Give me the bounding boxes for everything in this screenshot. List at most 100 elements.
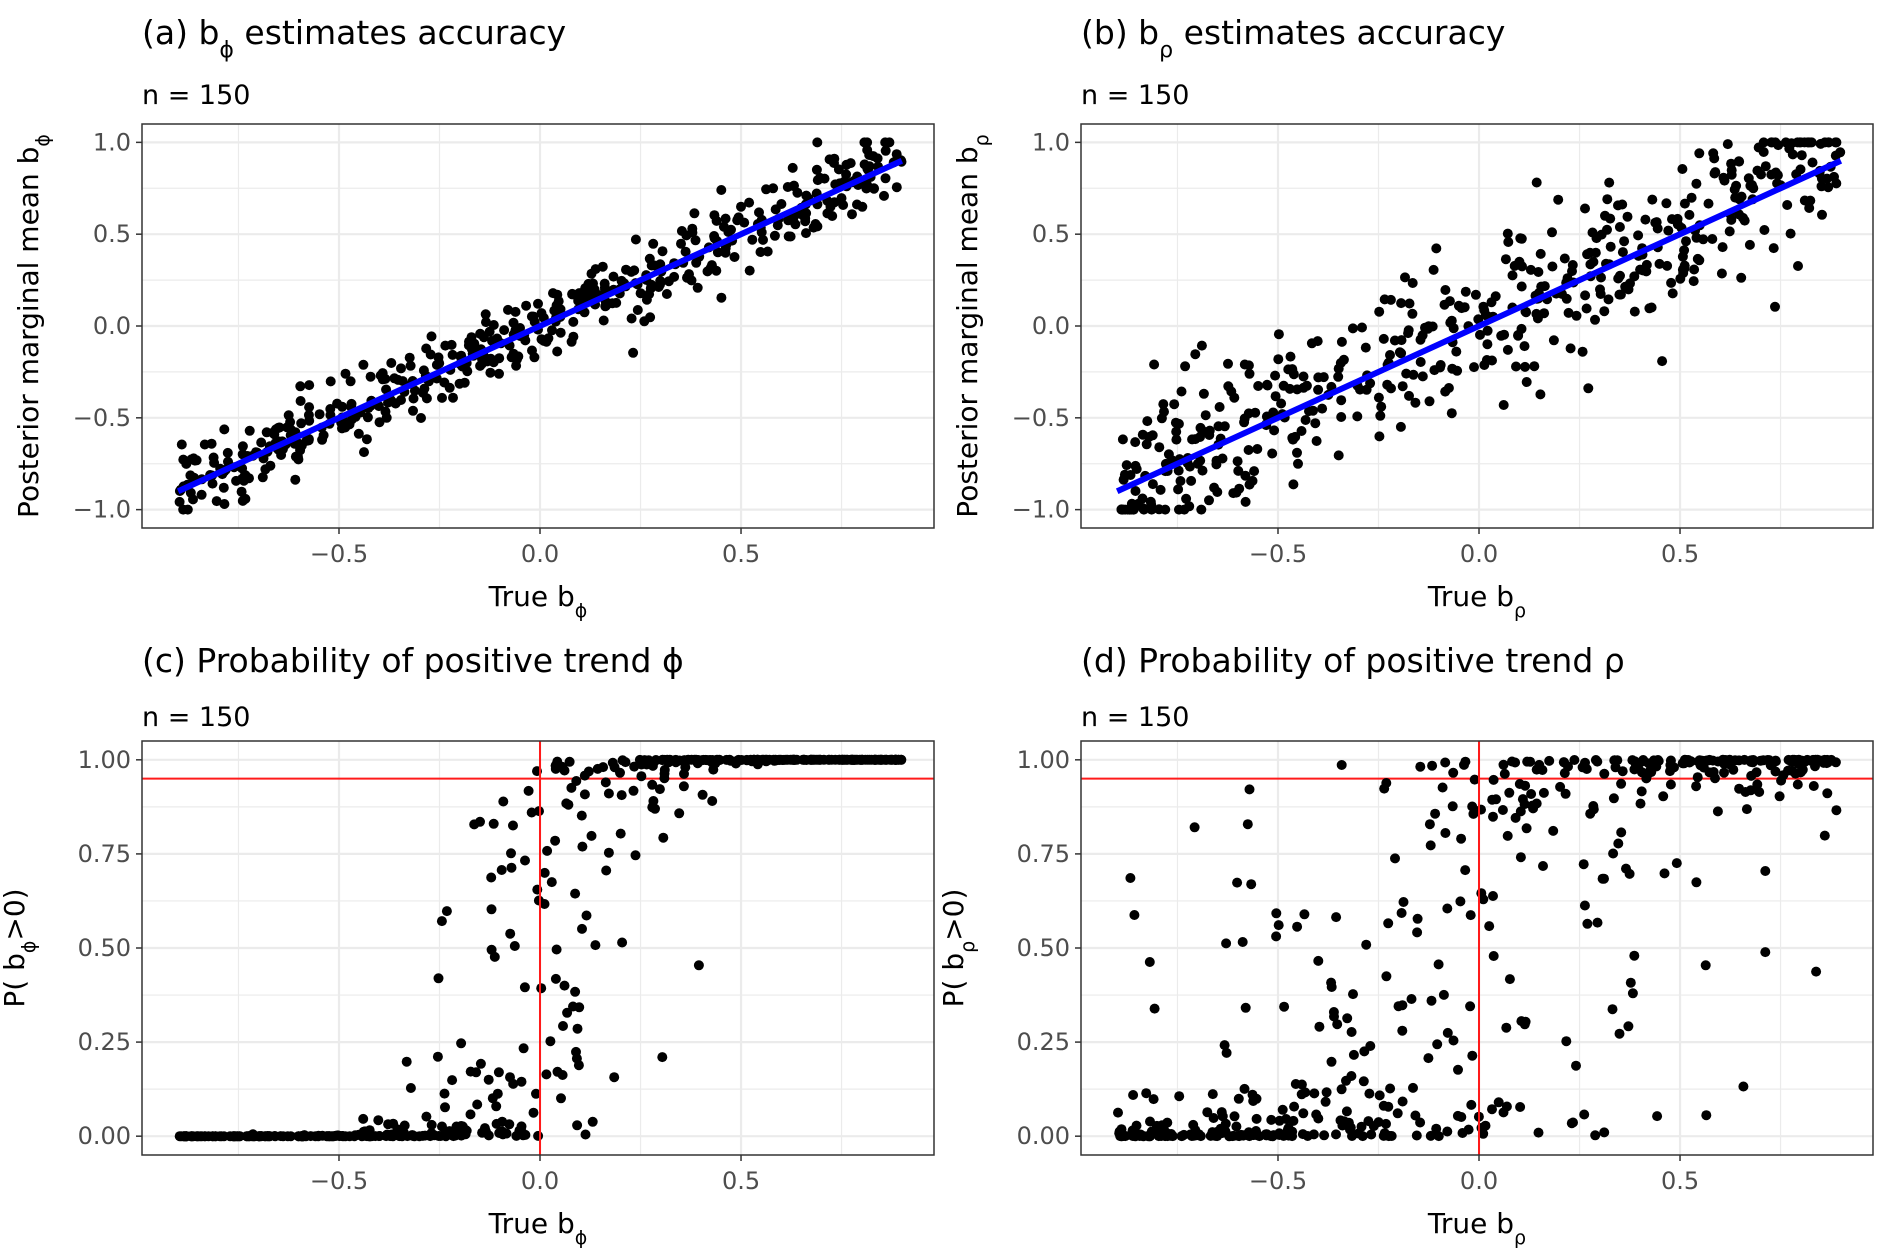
data-point: [1724, 226, 1735, 237]
data-point: [1336, 412, 1347, 422]
data-point: [1516, 323, 1527, 334]
data-point: [1651, 217, 1662, 228]
data-point: [471, 1067, 482, 1078]
data-point: [480, 309, 491, 320]
x-axis-title: True bϕ: [488, 580, 588, 622]
data-point: [1684, 209, 1695, 220]
data-point: [1681, 755, 1692, 765]
data-point: [1368, 1121, 1379, 1132]
data-point: [528, 1107, 539, 1118]
data-point: [1244, 784, 1255, 795]
data-point: [1116, 504, 1127, 515]
data-point: [1251, 1093, 1262, 1104]
data-point: [1765, 760, 1776, 771]
data-point: [386, 358, 397, 368]
data-point: [1520, 361, 1530, 372]
data-point: [506, 848, 516, 859]
data-point: [1251, 1113, 1262, 1124]
data-point: [836, 193, 847, 204]
data-point: [1381, 971, 1392, 982]
data-point: [1326, 1056, 1337, 1067]
data-point: [1308, 1129, 1319, 1140]
data-point: [756, 227, 767, 238]
data-point: [531, 1088, 541, 1099]
data-point: [1808, 781, 1819, 791]
data-point: [494, 368, 504, 379]
data-point: [1415, 761, 1426, 772]
data-point: [1590, 1130, 1601, 1141]
data-point: [1415, 357, 1426, 367]
data-point: [456, 1038, 467, 1049]
data-point: [697, 789, 708, 800]
data-point: [219, 424, 230, 435]
data-point: [1754, 787, 1765, 797]
y-tick-label: −1.0: [73, 496, 131, 524]
data-point: [1266, 1114, 1277, 1125]
points: [1113, 754, 1842, 1142]
data-point: [1188, 1119, 1199, 1130]
data-point: [1154, 442, 1165, 453]
data-point: [295, 381, 306, 392]
data-point: [318, 430, 329, 441]
data-point: [1298, 382, 1309, 393]
data-point: [689, 208, 700, 219]
data-point: [282, 422, 293, 433]
data-point: [1239, 413, 1250, 424]
data-point: [678, 781, 689, 792]
data-point: [1279, 1001, 1290, 1012]
data-point: [1731, 180, 1742, 191]
data-point: [1385, 350, 1395, 360]
data-point: [1722, 139, 1733, 150]
data-point: [1648, 755, 1659, 766]
data-point: [1273, 920, 1284, 931]
data-point: [373, 1131, 384, 1142]
data-point: [450, 1130, 461, 1141]
data-point: [1175, 476, 1186, 486]
data-point: [1744, 239, 1755, 250]
data-point: [1336, 395, 1347, 406]
data-point: [1335, 1115, 1346, 1126]
y-tick-label: 0.00: [1017, 1122, 1070, 1150]
data-point: [1538, 787, 1549, 798]
data-point: [1171, 426, 1182, 437]
data-point: [1738, 1081, 1749, 1092]
data-point: [1608, 793, 1619, 804]
data-point: [1417, 371, 1428, 382]
data-point: [1533, 267, 1544, 277]
data-point: [1583, 383, 1594, 394]
data-point: [176, 439, 187, 450]
data-point: [628, 785, 639, 796]
data-point: [1608, 848, 1619, 859]
data-point: [1383, 918, 1394, 929]
panel-d: (d) Probability of positive trend ρ n = 1…: [937, 641, 1874, 1249]
data-point: [669, 755, 680, 766]
data-point: [1267, 448, 1278, 459]
data-point: [1440, 828, 1451, 838]
data-point: [1293, 458, 1303, 469]
y-tick-label: 1.00: [1017, 746, 1070, 774]
data-point: [1138, 1131, 1149, 1141]
data-point: [1216, 1107, 1227, 1118]
data-point: [1603, 294, 1614, 305]
data-point: [1396, 908, 1407, 918]
x-tick-label: 0.5: [722, 540, 760, 568]
data-point: [754, 207, 764, 218]
data-point: [635, 288, 646, 299]
data-point: [1602, 194, 1613, 205]
data-point: [298, 1131, 308, 1142]
data-point: [1233, 465, 1244, 476]
data-point: [1149, 1003, 1160, 1014]
data-point: [1605, 241, 1616, 252]
data-point: [1125, 873, 1136, 883]
data-point: [1559, 757, 1570, 768]
data-point: [1623, 1021, 1634, 1032]
data-point: [1531, 308, 1542, 319]
data-point: [1679, 198, 1690, 209]
data-point: [1569, 755, 1580, 765]
y-tick-label: 0.25: [1017, 1028, 1070, 1056]
data-point: [1156, 1130, 1167, 1141]
y-tick-label: 0.25: [78, 1028, 131, 1056]
data-point: [827, 211, 838, 221]
y-tick-label: −0.5: [1012, 404, 1070, 432]
data-point: [1342, 1013, 1353, 1024]
